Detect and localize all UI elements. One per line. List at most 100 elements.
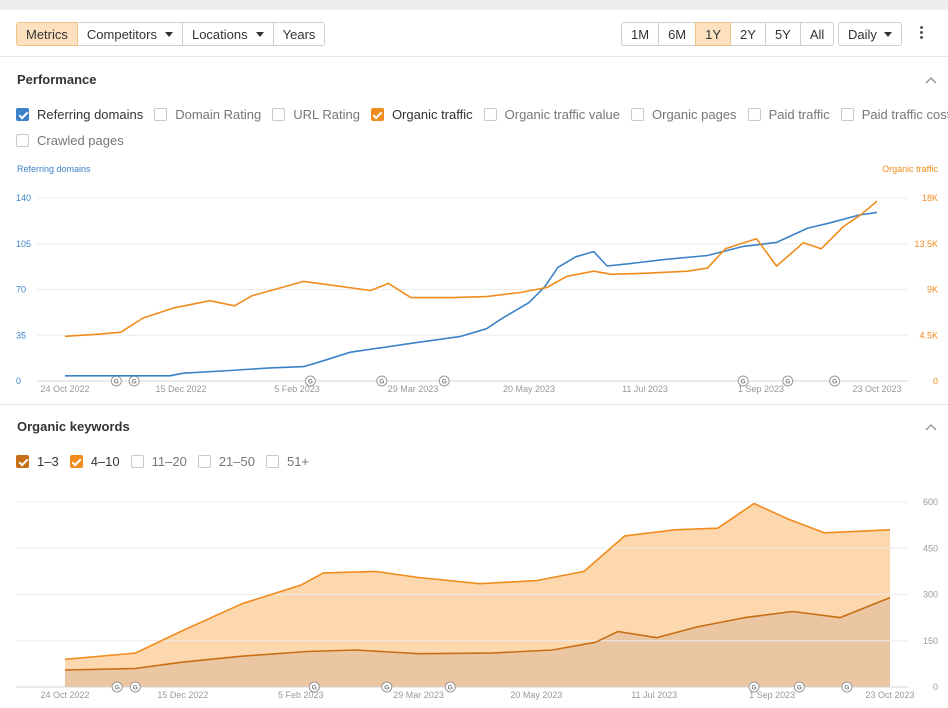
checkbox-label: Paid traffic cost xyxy=(861,107,948,122)
checkbox-label: 11–20 xyxy=(151,454,187,469)
checkbox-box xyxy=(747,108,761,121)
svg-text:G: G xyxy=(133,685,138,692)
interval-dropdown[interactable]: Daily xyxy=(838,22,902,46)
svg-text:G: G xyxy=(797,685,802,692)
x-tick-label: 29 Mar 2023 xyxy=(393,690,444,700)
x-tick-label: 15 Dec 2022 xyxy=(157,690,208,700)
svg-text:G: G xyxy=(751,685,756,692)
checkbox-paid-traffic-cost[interactable]: Paid traffic cost xyxy=(840,107,948,122)
x-tick-label: 1 Sep 2023 xyxy=(749,690,795,700)
range-all-button[interactable]: All xyxy=(799,22,835,46)
checkbox-pos-4-10[interactable]: 4–10 xyxy=(69,454,120,469)
range-label: 2Y xyxy=(740,26,756,42)
right-y-tick-label: 18K xyxy=(922,193,938,203)
x-tick-label: 11 Jul 2023 xyxy=(622,384,668,394)
range-1m-button[interactable]: 1M xyxy=(621,22,660,46)
checkbox-pos-21-50[interactable]: 21–50 xyxy=(197,454,255,469)
checkbox-box xyxy=(154,108,168,121)
range-label: 5Y xyxy=(774,26,791,42)
range-label: 1M xyxy=(631,26,650,42)
range-6m-button[interactable]: 6M xyxy=(658,22,697,46)
checkbox-label: Organic pages xyxy=(652,107,737,122)
checkbox-domain-rating[interactable]: Domain Rating xyxy=(154,107,261,122)
checkbox-organic-pages[interactable]: Organic pages xyxy=(631,107,737,122)
x-tick-label: 29 Mar 2023 xyxy=(388,384,439,394)
view-tabs: Metrics Competitors Locations Years xyxy=(16,22,326,46)
caret-down-icon xyxy=(883,31,892,37)
right-y-tick-label: 9K xyxy=(927,285,938,295)
tab-metrics-label: Metrics xyxy=(26,26,68,42)
checkbox-label: URL Rating xyxy=(293,107,360,122)
range-1y-button[interactable]: 1Y xyxy=(695,22,732,46)
collapse-keywords-icon[interactable] xyxy=(925,423,937,433)
tab-metrics[interactable]: Metrics xyxy=(16,22,78,46)
x-tick-label: 20 May 2023 xyxy=(510,690,562,700)
checkbox-label: Paid traffic xyxy=(768,107,830,122)
checkbox-pos-1-3[interactable]: 1–3 xyxy=(16,454,59,469)
x-tick-label: 24 Oct 2022 xyxy=(40,384,89,394)
organic-keywords-title: Organic keywords xyxy=(17,419,130,434)
checkbox-pos-11-20[interactable]: 11–20 xyxy=(130,454,187,469)
x-tick-label: 1 Sep 2023 xyxy=(738,384,784,394)
tab-competitors[interactable]: Competitors xyxy=(76,22,183,46)
right-y-tick-label: 13.5K xyxy=(914,239,938,249)
svg-text:G: G xyxy=(448,685,453,692)
google-update-icon: G xyxy=(308,681,320,693)
checkbox-label: Crawled pages xyxy=(37,133,124,148)
referring-domains-line xyxy=(65,211,878,377)
checkbox-box xyxy=(130,455,144,468)
x-tick-label: 20 May 2023 xyxy=(503,384,555,394)
svg-text:G: G xyxy=(132,379,137,386)
checkbox-label: Domain Rating xyxy=(175,107,262,122)
tab-years-label: Years xyxy=(282,26,316,42)
checkbox-label: Referring domains xyxy=(37,107,144,122)
checkbox-crawled-pages[interactable]: Crawled pages xyxy=(16,133,124,148)
left-y-tick-label: 105 xyxy=(16,239,31,249)
svg-text:G: G xyxy=(379,379,384,386)
checkbox-organic-traffic[interactable]: Organic traffic xyxy=(370,107,473,122)
left-axis-title: Referring domains xyxy=(17,164,91,174)
checkbox-organic-traffic-value[interactable]: Organic traffic value xyxy=(483,107,620,122)
x-tick-label: 5 Feb 2023 xyxy=(274,384,320,394)
checkbox-pos-51-plus[interactable]: 51+ xyxy=(265,454,310,469)
checkbox-box xyxy=(265,455,279,468)
checkbox-referring-domains[interactable]: Referring domains xyxy=(16,107,143,122)
checkbox-url-rating[interactable]: URL Rating xyxy=(272,107,360,122)
svg-text:G: G xyxy=(442,379,447,386)
checkbox-box xyxy=(631,108,644,121)
section-divider xyxy=(0,404,948,405)
google-update-icon: G xyxy=(381,681,393,693)
checkbox-paid-traffic[interactable]: Paid traffic xyxy=(747,107,830,122)
y-tick-label: 450 xyxy=(923,543,938,553)
x-tick-label: 11 Jul 2023 xyxy=(631,690,677,700)
svg-text:G: G xyxy=(844,685,849,692)
checkbox-box xyxy=(483,108,497,121)
more-options-icon[interactable] xyxy=(916,24,926,42)
tab-years[interactable]: Years xyxy=(272,22,326,46)
left-y-tick-label: 35 xyxy=(16,330,26,340)
checkbox-label: Organic traffic xyxy=(391,107,473,122)
y-tick-label: 600 xyxy=(923,497,938,507)
range-5y-button[interactable]: 5Y xyxy=(764,22,801,46)
keyword-position-checkboxes: 1–3 4–10 11–20 21–50 51+ xyxy=(16,454,320,469)
svg-text:G: G xyxy=(312,685,317,692)
collapse-performance-icon[interactable] xyxy=(925,76,937,86)
area-line-pos-1-3 xyxy=(64,596,891,671)
organic-keywords-chart: 24 Oct 2022 15 Dec 2022 5 Feb 2023 29 Mar 2… xyxy=(16,497,938,700)
google-update-icon: G xyxy=(304,375,316,387)
tab-locations[interactable]: Locations xyxy=(181,22,274,46)
checkbox-label: 1–3 xyxy=(37,454,59,469)
x-tick-label: 23 Oct 2023 xyxy=(865,690,914,700)
y-tick-label: 300 xyxy=(923,590,938,600)
right-y-tick-label: 0 xyxy=(933,376,938,386)
range-2y-button[interactable]: 2Y xyxy=(730,22,766,46)
checkbox-label: 51+ xyxy=(286,454,310,469)
checkbox-box xyxy=(370,108,384,121)
svg-text:G: G xyxy=(384,685,389,692)
google-update-icon: G xyxy=(438,375,450,387)
x-tick-label: 15 Dec 2022 xyxy=(155,384,206,394)
range-label: All xyxy=(809,26,825,42)
range-selector: 1M 6M 1Y 2Y 5Y All xyxy=(621,22,835,46)
checkbox-label: 4–10 xyxy=(90,454,120,469)
google-update-icon: G xyxy=(841,681,853,693)
